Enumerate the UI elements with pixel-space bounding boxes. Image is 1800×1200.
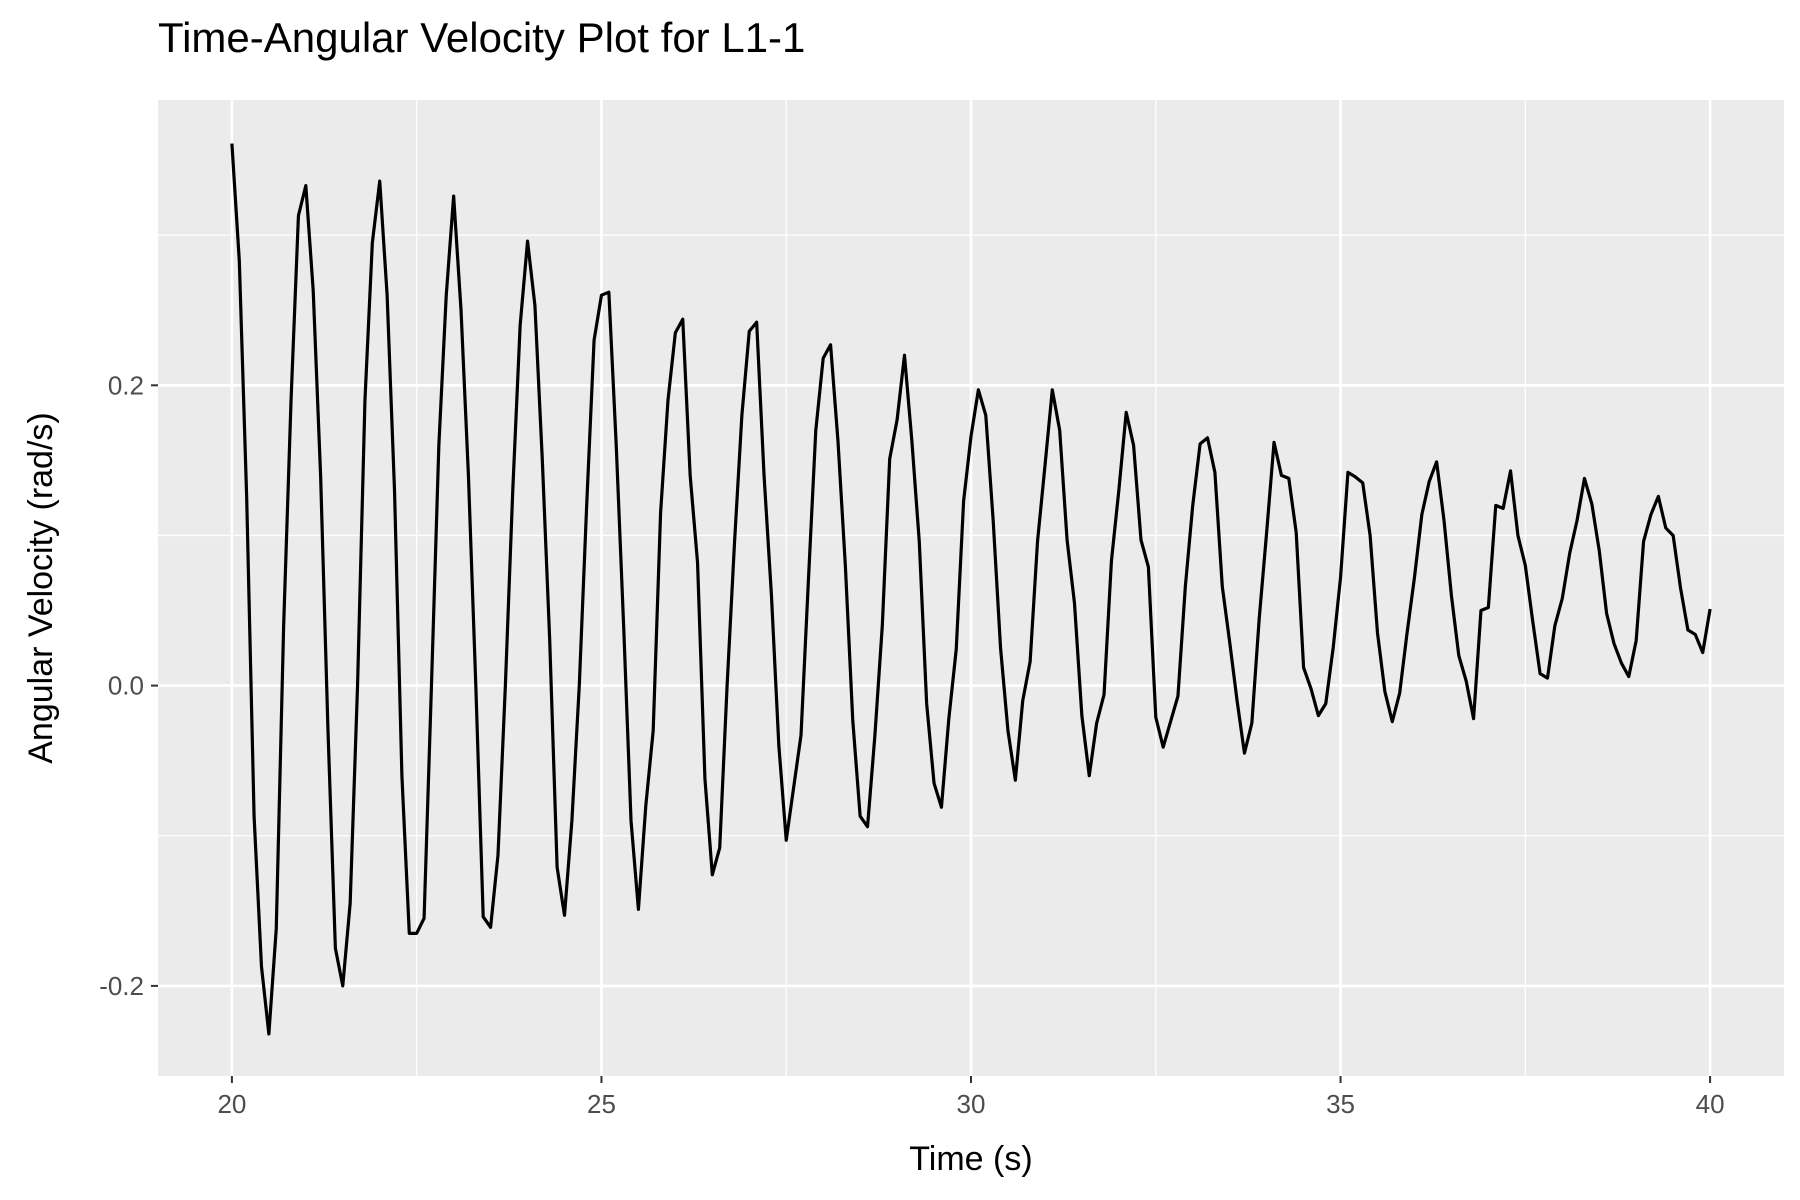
y-tick-label: -0.2 xyxy=(99,971,144,1001)
y-tick-label: 0.2 xyxy=(108,370,144,400)
chart-title: Time-Angular Velocity Plot for L1-1 xyxy=(158,14,806,61)
x-tick-label: 20 xyxy=(217,1089,246,1119)
x-axis: 20 25 30 35 40 xyxy=(217,1076,1725,1119)
y-axis: -0.2 0.0 0.2 xyxy=(99,370,158,1001)
y-axis-title: Angular Velocity (rad/s) xyxy=(22,412,60,764)
x-tick-label: 35 xyxy=(1326,1089,1355,1119)
x-tick-label: 40 xyxy=(1696,1089,1725,1119)
y-tick-label: 0.0 xyxy=(108,671,144,701)
series-layer xyxy=(230,143,1712,1036)
series-line xyxy=(230,143,1712,1036)
x-tick-label: 25 xyxy=(587,1089,616,1119)
x-tick-label: 30 xyxy=(957,1089,986,1119)
x-axis-title: Time (s) xyxy=(909,1140,1032,1178)
